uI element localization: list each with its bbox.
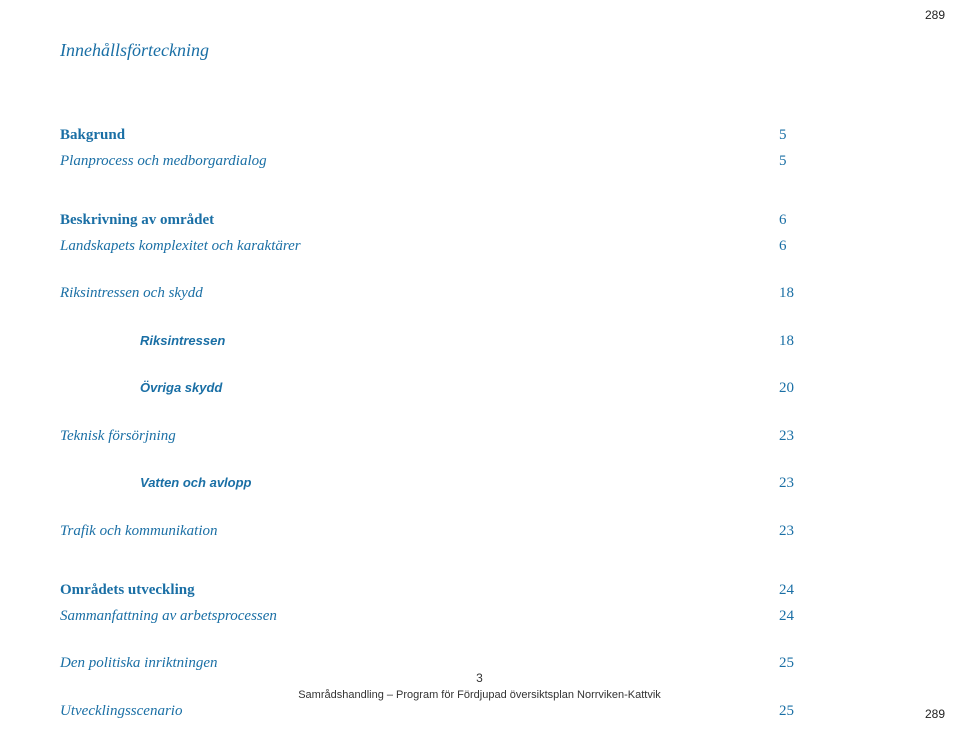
toc-row: Beskrivning av området 6: [60, 208, 819, 234]
toc-gap: [60, 449, 819, 471]
toc-label: Teknisk försörjning: [60, 424, 176, 450]
toc-page-number: 5: [779, 149, 819, 175]
toc-row: Områdets utveckling 24: [60, 578, 819, 604]
toc-label: Riksintressen och skydd: [60, 281, 203, 307]
toc-page-number: 24: [779, 604, 819, 630]
toc-body: Bakgrund5Planprocess och medborgardialog…: [60, 89, 819, 724]
toc-gap: [60, 259, 819, 281]
toc-label: Riksintressen: [60, 330, 225, 352]
toc-page-number: 24: [779, 578, 819, 604]
toc-page-number: 6: [779, 208, 819, 234]
toc-page-number: 5: [779, 123, 819, 149]
page-corner-number-top: 289: [925, 8, 945, 22]
toc-label: Områdets utveckling: [60, 578, 195, 604]
toc-gap: [60, 307, 819, 329]
toc-page-number: 18: [779, 329, 819, 355]
document-page: 289 289 Innehållsförteckning Bakgrund5Pl…: [0, 0, 959, 729]
toc-row: Landskapets komplexitet och karaktärer 6: [60, 234, 819, 260]
toc-row: Riksintressen och skydd 18: [60, 281, 819, 307]
toc-page-number: 23: [779, 424, 819, 450]
footer-page-number: 3: [0, 669, 959, 687]
toc-page-number: 6: [779, 234, 819, 260]
page-footer: 3 Samrådshandling – Program för Fördjupa…: [0, 669, 959, 704]
toc-label: Sammanfattning av arbetsprocessen: [60, 604, 277, 630]
toc-title: Innehållsförteckning: [60, 40, 819, 61]
page-corner-number-bottom: 289: [925, 707, 945, 721]
toc-gap: [60, 544, 819, 578]
toc-row: Vatten och avlopp 23: [60, 471, 819, 497]
toc-label: Planprocess och medborgardialog: [60, 149, 267, 175]
toc-page-number: 20: [779, 376, 819, 402]
toc-row: Övriga skydd 20: [60, 376, 819, 402]
toc-gap: [60, 629, 819, 651]
toc-row: Sammanfattning av arbetsprocessen 24: [60, 604, 819, 630]
toc-gap: [60, 497, 819, 519]
toc-label: Beskrivning av området: [60, 208, 214, 234]
toc-label: Bakgrund: [60, 123, 125, 149]
toc-gap: [60, 174, 819, 208]
toc-label: Övriga skydd: [60, 377, 222, 399]
toc-label: Vatten och avlopp: [60, 472, 251, 494]
toc-page-number: 23: [779, 519, 819, 545]
toc-label: Landskapets komplexitet och karaktärer: [60, 234, 301, 260]
toc-gap: [60, 402, 819, 424]
toc-gap: [60, 354, 819, 376]
toc-row: Bakgrund 5: [60, 123, 819, 149]
footer-text: Samrådshandling – Program för Fördjupad …: [0, 687, 959, 704]
toc-label: Trafik och kommunikation: [60, 519, 218, 545]
toc-page-number: 23: [779, 471, 819, 497]
toc-row: Teknisk försörjning 23: [60, 424, 819, 450]
toc-gap: [60, 89, 819, 123]
toc-row: Riksintressen 18: [60, 329, 819, 355]
toc-row: Planprocess och medborgardialog 5: [60, 149, 819, 175]
toc-page-number: 18: [779, 281, 819, 307]
toc-row: Trafik och kommunikation 23: [60, 519, 819, 545]
